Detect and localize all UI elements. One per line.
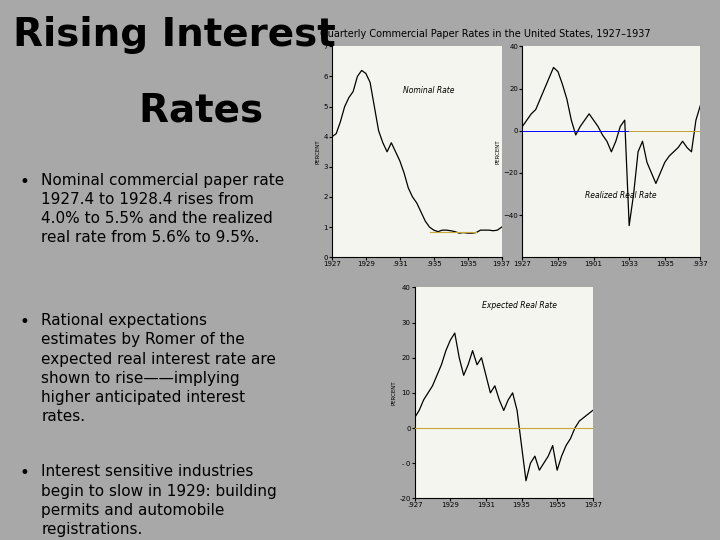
- Y-axis label: PERCENT: PERCENT: [495, 139, 500, 164]
- Text: Rational expectations
estimates by Romer of the
expected real interest rate are
: Rational expectations estimates by Romer…: [41, 313, 276, 424]
- Text: Rising Interest: Rising Interest: [13, 16, 336, 54]
- Text: Realized Real Rate: Realized Real Rate: [585, 191, 657, 200]
- Text: Nominal commercial paper rate
1927.4 to 1928.4 rises from
4.0% to 5.5% and the r: Nominal commercial paper rate 1927.4 to …: [41, 173, 284, 245]
- Text: Quarterly Commercial Paper Rates in the United States, 1927–1937: Quarterly Commercial Paper Rates in the …: [320, 29, 650, 39]
- Text: Expected Real Rate: Expected Real Rate: [482, 301, 557, 310]
- Text: •: •: [19, 173, 29, 191]
- Text: Nominal Rate: Nominal Rate: [403, 86, 455, 94]
- Y-axis label: PERCENT: PERCENT: [315, 139, 320, 164]
- Text: Rates: Rates: [85, 92, 264, 130]
- Y-axis label: PERCENT: PERCENT: [392, 381, 397, 405]
- Text: •: •: [19, 464, 29, 482]
- Text: •: •: [19, 313, 29, 331]
- Text: Interest sensitive industries
begin to slow in 1929: building
permits and automo: Interest sensitive industries begin to s…: [41, 464, 277, 537]
